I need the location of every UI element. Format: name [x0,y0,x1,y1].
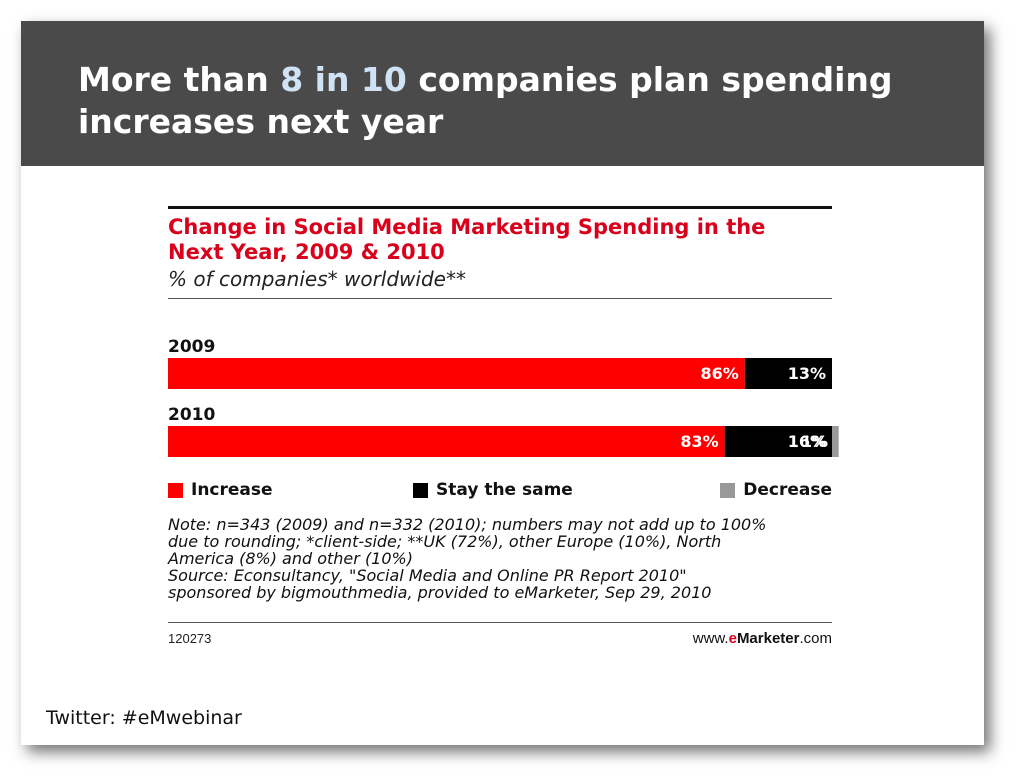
legend-item-decrease: Decrease [720,480,832,500]
data-label-stay-the-same-2009: 13% [788,364,826,383]
bar-stay-the-same-2009 [744,358,832,389]
data-label-stay-the-same-2010: 16% [788,432,826,451]
data-label-increase-2010: 83% [680,432,718,451]
brand-prefix: www. [692,630,729,647]
bar-decrease-2010 [832,426,839,457]
legend-swatch-increase [168,482,183,498]
emarketer-logo: www.eMarketer.com [693,630,832,647]
twitter-hashtag: Twitter: #eMwebinar [46,707,242,729]
slide-headline: More than 8 in 10 companies plan spendin… [78,59,958,143]
note-line: sponsored by bigmouthmedia, provided to … [168,583,712,602]
headline-post: companies plan spending increases next y… [78,60,893,141]
bar-stay-the-same-2010 [724,426,832,457]
data-label-increase-2009: 86% [701,364,739,383]
legend-label-stay-the-same: Stay the same [436,480,573,500]
chart-top-rule [168,206,832,209]
chart: Change in Social Media Marketing Spendin… [168,206,839,647]
note-line: Source: Econsultancy, "Social Media and … [168,566,687,585]
chart-subtitle-rule [168,298,832,299]
chart-legend: Increase Stay the same Decrease [168,480,832,504]
stacked-bar-plot: 2009 86% 13% 2010 83% 16%1% [168,337,839,457]
bar-increase-2010 [168,426,725,457]
legend-item-increase: Increase [168,480,273,500]
legend-swatch-stay-the-same [413,482,428,498]
note-line: due to rounding; *client-side; **UK (72%… [168,532,722,551]
note-line: Note: n=343 (2009) and n=332 (2010); num… [168,515,767,534]
bar-increase-2009 [168,358,745,389]
slide: More than 8 in 10 companies plan spendin… [21,21,984,745]
data-label-decrease-2010: 1% [801,432,828,451]
legend-label-increase: Increase [191,480,273,500]
brand-suffix: .com [799,630,832,647]
chart-notes: Note: n=343 (2009) and n=332 (2010); num… [168,516,832,601]
brand-e: e [728,630,737,647]
slide-header: More than 8 in 10 companies plan spendin… [21,21,984,166]
chart-subtitle: % of companies* worldwide** [168,267,466,291]
legend-swatch-decrease [720,482,736,498]
chart-bottom-rule [168,622,832,623]
category-label-2009: 2009 [168,337,215,357]
legend-item-stay-the-same: Stay the same [413,480,573,500]
brand-main: Marketer [736,630,800,647]
category-label-2010: 2010 [168,405,215,425]
legend-label-decrease: Decrease [743,480,832,500]
headline-pre: More than [78,60,281,99]
chart-title: Change in Social Media Marketing Spendin… [168,215,766,264]
note-line: America (8%) and other (10%) [168,549,413,568]
chart-id: 120273 [168,631,212,646]
headline-highlight: 8 in 10 [280,60,407,99]
